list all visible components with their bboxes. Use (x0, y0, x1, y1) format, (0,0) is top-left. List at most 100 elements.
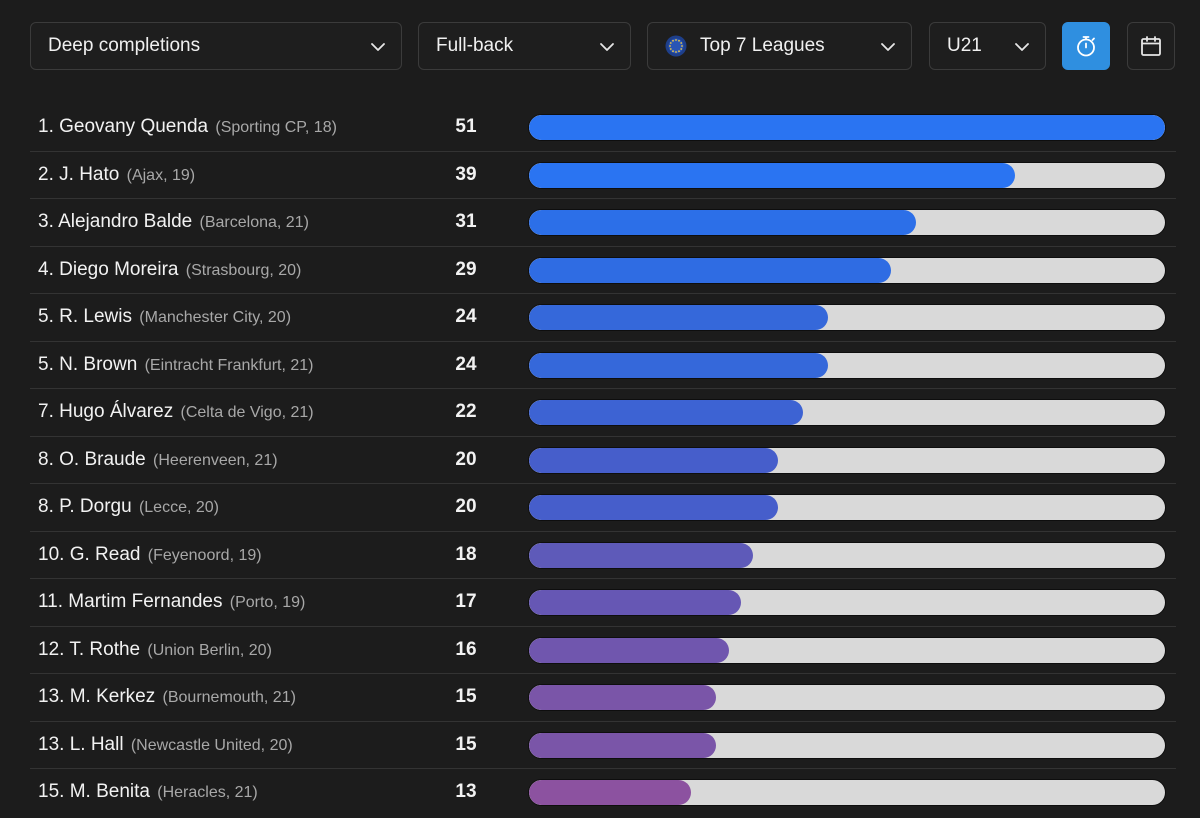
player-club-age: (Heerenveen, 21) (153, 451, 278, 469)
league-dropdown[interactable]: Top 7 Leagues (647, 22, 912, 70)
player-club-age: (Celta de Vigo, 21) (180, 404, 314, 421)
player-name: Alejandro Balde (58, 211, 193, 232)
player-value: 31 (455, 211, 477, 232)
player-value: 22 (455, 401, 477, 422)
player-rank: 5. (38, 306, 54, 327)
player-club-age: (Feyenoord, 19) (147, 546, 262, 564)
table-row[interactable]: 2. J. Hato (Ajax, 19) 39 (30, 152, 1176, 199)
bar-fill (529, 447, 779, 473)
player-rank: 2. (38, 163, 54, 185)
player-label: 8. O. Braude (Heerenveen, 21) (38, 449, 278, 471)
player-name: Martim Fernandes (68, 591, 223, 612)
metric-dropdown[interactable]: Deep completions (30, 22, 402, 70)
player-value: 16 (455, 638, 477, 660)
player-value: 24 (455, 306, 477, 327)
table-row[interactable]: 7. Hugo Álvarez (Celta de Vigo, 21) 22 (30, 389, 1176, 437)
player-rank: 8. (38, 448, 54, 470)
player-name: Geovany Quenda (59, 116, 209, 137)
player-label: 1. Geovany Quenda (Sporting CP, 18) (38, 116, 337, 138)
player-label: 2. J. Hato (Ajax, 19) (38, 164, 195, 186)
player-club-age: (Sporting CP, 18) (215, 119, 337, 136)
bar-fill (529, 637, 729, 663)
player-name: J. Hato (59, 163, 120, 185)
player-label: 3. Alejandro Balde (Barcelona, 21) (38, 211, 309, 233)
bar-fill (529, 732, 717, 758)
bar-track (528, 209, 1166, 236)
player-label: 5. N. Brown (Eintracht Frankfurt, 21) (38, 354, 314, 376)
age-dropdown-label: U21 (947, 35, 982, 56)
player-label: 5. R. Lewis (Manchester City, 20) (38, 306, 291, 328)
bar-track (528, 351, 1166, 379)
bar-track (528, 161, 1166, 189)
bar-fill (529, 542, 754, 568)
player-rank: 8. (38, 496, 54, 517)
player-value: 15 (455, 686, 477, 707)
stopwatch-icon (1077, 36, 1095, 57)
player-rank: 11. (38, 591, 64, 612)
player-rank: 4. (38, 258, 54, 280)
table-row[interactable]: 4. Diego Moreira (Strasbourg, 20) 29 (30, 247, 1176, 294)
player-value: 20 (455, 496, 477, 517)
player-value: 18 (455, 543, 477, 565)
player-value: 29 (455, 258, 477, 280)
player-rank: 7. (38, 401, 54, 422)
table-row[interactable]: 12. T. Rothe (Union Berlin, 20) 16 (30, 627, 1176, 674)
table-row[interactable]: 8. O. Braude (Heerenveen, 21) 20 (30, 437, 1176, 484)
metric-dropdown-label: Deep completions (48, 35, 201, 56)
calendar-button[interactable] (1127, 22, 1175, 70)
bar-fill (529, 305, 829, 330)
table-row[interactable]: 10. G. Read (Feyenoord, 19) 18 (30, 532, 1176, 579)
table-row[interactable]: 13. M. Kerkez (Bournemouth, 21) 15 (30, 674, 1176, 722)
position-dropdown-label: Full-back (436, 35, 514, 56)
player-club-age: (Newcastle United, 20) (130, 736, 293, 754)
table-row[interactable]: 1. Geovany Quenda (Sporting CP, 18) 51 (30, 104, 1176, 152)
table-row[interactable]: 11. Martim Fernandes (Porto, 19) 17 (30, 579, 1176, 627)
ranking-list: 1. Geovany Quenda (Sporting CP, 18) 51 2. … (30, 104, 1176, 817)
table-row[interactable]: 13. L. Hall (Newcastle United, 20) 15 (30, 722, 1176, 769)
bar-track (528, 494, 1166, 521)
player-club-age: (Barcelona, 21) (199, 214, 309, 231)
player-name: R. Lewis (59, 306, 132, 327)
player-club-age: (Bournemouth, 21) (162, 689, 296, 706)
league-dropdown-label: Top 7 Leagues (700, 35, 825, 56)
table-row[interactable]: 15. M. Benita (Heracles, 21) 13 (30, 769, 1176, 817)
player-club-age: (Heracles, 21) (157, 784, 258, 801)
timer-button[interactable] (1062, 22, 1110, 70)
chevron-down-icon (600, 43, 614, 51)
bar-fill (529, 400, 804, 425)
player-value: 17 (455, 591, 477, 612)
player-rank: 12. (38, 638, 65, 660)
table-row[interactable]: 8. P. Dorgu (Lecce, 20) 20 (30, 484, 1176, 532)
player-label: 11. Martim Fernandes (Porto, 19) (38, 591, 305, 613)
bar-track (528, 256, 1166, 284)
table-row[interactable]: 5. N. Brown (Eintracht Frankfurt, 21) 24 (30, 342, 1176, 389)
player-label: 12. T. Rothe (Union Berlin, 20) (38, 639, 272, 661)
player-name: O. Braude (59, 448, 146, 470)
player-rank: 5. (38, 353, 54, 375)
age-dropdown[interactable]: U21 (929, 22, 1046, 70)
table-row[interactable]: 5. R. Lewis (Manchester City, 20) 24 (30, 294, 1176, 342)
bar-fill (529, 590, 741, 615)
bar-fill (529, 210, 916, 235)
table-row[interactable]: 3. Alejandro Balde (Barcelona, 21) 31 (30, 199, 1176, 247)
player-name: M. Kerkez (69, 686, 156, 707)
player-value: 13 (455, 781, 477, 802)
player-label: 15. M. Benita (Heracles, 21) (38, 781, 258, 803)
globe-icon (665, 35, 687, 57)
player-label: 4. Diego Moreira (Strasbourg, 20) (38, 259, 301, 281)
position-dropdown[interactable]: Full-back (418, 22, 631, 70)
player-value: 20 (455, 448, 477, 470)
player-club-age: (Ajax, 19) (126, 166, 196, 184)
bar-fill (529, 162, 1016, 188)
player-club-age: (Eintracht Frankfurt, 21) (144, 356, 314, 374)
bar-fill (529, 115, 1165, 140)
player-club-age: (Strasbourg, 20) (185, 261, 302, 279)
bar-track (528, 731, 1166, 759)
bar-fill (529, 257, 891, 283)
player-label: 13. M. Kerkez (Bournemouth, 21) (38, 686, 296, 708)
player-club-age: (Union Berlin, 20) (147, 641, 272, 659)
bar-track (528, 541, 1166, 569)
player-name: N. Brown (59, 353, 138, 375)
player-name: L. Hall (69, 733, 124, 755)
player-name: Diego Moreira (59, 258, 179, 280)
